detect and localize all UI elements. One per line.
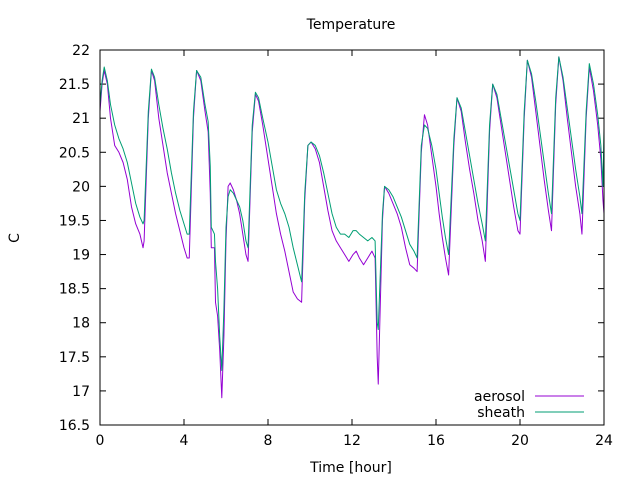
series-line-aerosol	[99, 56, 605, 399]
x-tick-label: 12	[343, 433, 361, 449]
y-tick-label: 21.5	[59, 77, 90, 93]
y-tick-label: 19.5	[59, 213, 90, 229]
x-tick-label: 16	[427, 433, 445, 449]
y-tick-label: 19	[72, 248, 90, 264]
y-tick-label: 20.5	[59, 145, 90, 161]
legend-label-sheath: sheath	[477, 405, 525, 421]
y-tick-label: 21	[72, 111, 90, 127]
series-lines	[99, 56, 605, 399]
plot-frame	[99, 49, 605, 426]
y-axis-label: C	[7, 233, 23, 243]
y-tick-label: 17	[72, 384, 90, 400]
y-tick-label: 18	[72, 316, 90, 332]
y-tick-label: 22	[72, 43, 90, 59]
legend-label-aerosol: aerosol	[474, 389, 525, 405]
x-tick-label: 8	[264, 433, 273, 449]
x-tick-label: 0	[96, 433, 105, 449]
y-tick-label: 20	[72, 179, 90, 195]
chart-title: Temperature	[306, 17, 396, 33]
x-tick-label: 20	[511, 433, 529, 449]
y-tick-label: 16.5	[59, 418, 90, 434]
y-tick-label: 18.5	[59, 282, 90, 298]
y-tick-label: 17.5	[59, 350, 90, 366]
x-tick-label: 24	[595, 433, 613, 449]
axis-ticks: 0 4 8 12 16 20 24 16.5 17 17.5 18 18.5 19 19.5 20 20.5 2…	[59, 43, 613, 449]
x-tick-label: 4	[180, 433, 189, 449]
x-axis-label: Time [hour]	[309, 460, 392, 476]
series-line-sheath	[99, 56, 605, 371]
